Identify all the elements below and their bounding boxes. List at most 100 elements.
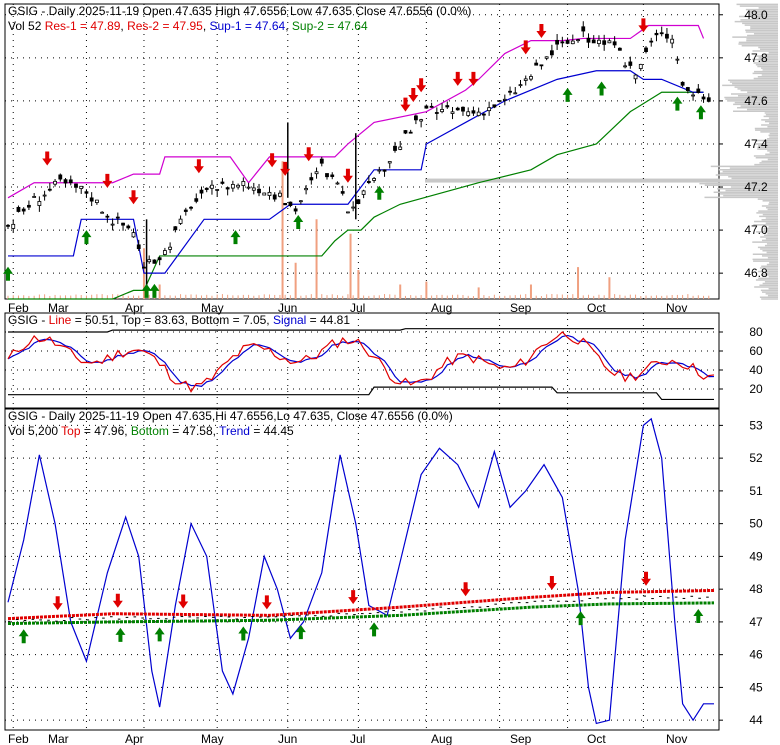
header-part: Sup-1 = 47.64	[209, 19, 285, 33]
candle-body	[659, 32, 664, 35]
y-tick-label: 60	[749, 344, 763, 358]
header-part: GSIG - Daily 2025-11-19 Open 47.635,Hi 4…	[8, 409, 453, 423]
candle-body	[325, 173, 329, 178]
candle-body	[461, 106, 465, 112]
buy-arrow	[293, 215, 304, 230]
candle-body	[685, 87, 690, 91]
candle-body	[372, 178, 376, 181]
candle-body	[701, 96, 706, 100]
y-tick-label: 47	[749, 615, 763, 629]
axis-ticks: Feb Feb Mar Mar Apr Apr May May Jun Jun Jul Jul Aug A…	[8, 8, 768, 745]
sell-arrow	[348, 590, 359, 605]
candle-body	[225, 187, 230, 190]
trend-top-band	[7, 588, 715, 621]
x-tick-label: Oct	[587, 301, 606, 315]
y-tick-label: 51	[749, 484, 763, 498]
candle-body	[21, 208, 26, 212]
candle-body	[549, 50, 554, 56]
candle-body	[63, 179, 68, 184]
candle-body	[173, 226, 178, 231]
candle-body	[570, 40, 575, 45]
header-part: = 47.58,	[169, 424, 219, 438]
candle-body	[6, 224, 10, 227]
sell-arrow	[267, 153, 278, 168]
sell-arrow	[112, 593, 123, 608]
candle-body	[576, 39, 580, 42]
x-tick-label: Feb	[8, 732, 29, 745]
candle-body	[544, 56, 549, 59]
trend-bottom-band	[7, 601, 715, 626]
candle-body	[508, 90, 512, 93]
candle-body	[47, 188, 52, 191]
candle-body	[131, 232, 136, 238]
candle-body	[382, 169, 387, 172]
candle-body	[230, 184, 235, 189]
header-part: = 47.96,	[81, 424, 131, 438]
header-part: Res-2 = 47.95	[127, 19, 203, 33]
x-tick-label: Nov	[666, 732, 687, 745]
candle-body	[628, 61, 633, 66]
candle-body	[32, 196, 37, 198]
stochastic-panel-header: GSIG - Line = 50.51, Top = 83.63, Bottom…	[8, 313, 350, 327]
candle-body	[272, 194, 277, 200]
candle-body	[518, 84, 523, 87]
x-tick-label: Sep	[510, 301, 532, 315]
header-part: Sup-2 = 47.64	[292, 19, 368, 33]
candle-body	[471, 110, 476, 114]
candle-body	[319, 158, 324, 164]
candle-body	[136, 244, 141, 250]
candle-body	[706, 97, 711, 102]
candle-body	[220, 181, 225, 184]
candle-body	[565, 40, 570, 44]
buy-arrow	[693, 609, 704, 624]
price-panel-frame	[4, 3, 720, 300]
candle-body	[241, 181, 246, 186]
buy-arrow	[596, 81, 607, 96]
candle-body	[387, 161, 392, 164]
stochastic-bottom-line	[8, 386, 714, 401]
candle-body	[142, 266, 146, 269]
candle-body	[42, 194, 47, 197]
candle-body	[617, 47, 622, 51]
candle-body	[293, 208, 298, 212]
candle-body	[523, 78, 528, 81]
candle-body	[58, 174, 63, 180]
candle-body	[178, 218, 183, 224]
candle-body	[450, 111, 455, 114]
sell-arrow	[546, 576, 557, 591]
candle-body	[654, 32, 659, 36]
candle-body	[361, 190, 366, 195]
sell-arrow	[638, 18, 649, 33]
candle-body	[534, 62, 539, 66]
candle-body	[408, 131, 413, 134]
header-part: ,	[203, 19, 210, 33]
candle-body	[675, 58, 680, 61]
candle-body	[529, 76, 533, 80]
candle-body	[581, 26, 586, 32]
candle-body	[335, 182, 340, 185]
candle-body	[691, 94, 695, 97]
candle-body	[398, 146, 403, 150]
header-part: Top	[122, 313, 142, 327]
candle-body	[539, 64, 544, 67]
sell-arrow	[280, 161, 291, 176]
candle-body	[497, 100, 502, 103]
x-tick-label: Feb	[8, 301, 29, 315]
candle-body	[377, 169, 382, 172]
candle-body	[440, 108, 444, 113]
candle-body	[283, 202, 288, 206]
y-tick-label: 40	[749, 363, 763, 377]
sell-arrow	[468, 71, 479, 86]
sell-arrow	[303, 147, 314, 162]
candle-body	[53, 180, 57, 185]
candle-body	[492, 104, 497, 108]
candle-body	[257, 188, 261, 194]
buy-arrow	[575, 611, 586, 626]
candle-body	[623, 65, 627, 68]
candle-body	[37, 201, 42, 206]
candle-body	[16, 206, 21, 212]
candle-body	[199, 189, 204, 194]
candle-body	[455, 107, 460, 111]
x-tick-label: Apr	[125, 301, 144, 315]
buy-arrow	[238, 626, 249, 641]
